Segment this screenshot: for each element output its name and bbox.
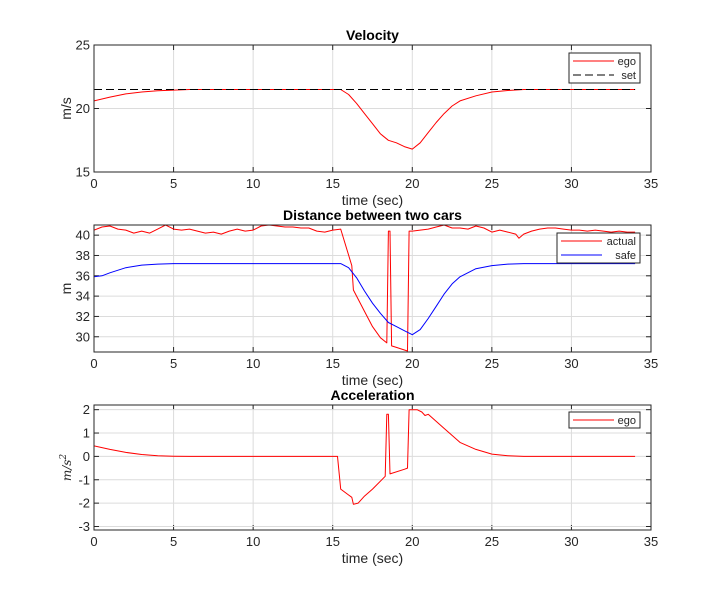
x-tick-label: 30 [564,176,578,191]
x-tick-label: 25 [485,534,499,549]
y-axis-label-text: m/s [58,97,74,120]
x-tick-label: 0 [90,176,97,191]
series-line-safe [94,263,636,336]
y-axis-label: m/s [58,97,74,120]
y-tick-label: 32 [76,309,90,324]
legend: actual safe [556,232,641,264]
y-axis-label-superscript: 2 [59,454,69,461]
y-axis-label-text: m [58,283,74,295]
legend: ego [568,411,641,429]
axes-box [93,224,652,353]
plot-area [94,405,651,530]
x-tick-label: 10 [246,356,260,371]
x-axis-label: time (sec) [342,550,403,566]
legend: ego set [568,52,641,84]
chart-title: Distance between two cars [283,207,462,223]
y-tick-label: 1 [83,426,90,441]
x-tick-label: 10 [246,176,260,191]
y-tick-label: 40 [76,228,90,243]
y-tick-label: 36 [76,268,90,283]
x-tick-label: 35 [644,176,658,191]
legend-label-actual: actual [607,236,636,248]
legend-label-safe: safe [615,250,636,262]
y-tick-label: 30 [76,329,90,344]
series-line-ego [94,409,636,505]
legend-box [556,232,641,264]
x-tick-label: 35 [644,534,658,549]
y-tick-label: 25 [76,38,90,53]
subplot-3: 0 5 10 15 20 25 30 35 -3 -2 -1 0 1 2 Acceleration time … [59,387,658,566]
chart-title: Velocity [346,27,399,43]
x-tick-label: 15 [325,356,339,371]
y-axis-label: m [58,283,74,295]
x-tick-label: 30 [564,356,578,371]
x-tick-label: 20 [405,534,419,549]
series-line-actual [94,225,636,352]
legend-label-ego: ego [618,56,636,68]
x-tick-label: 15 [325,534,339,549]
legend-label-ego: ego [618,415,636,427]
y-tick-label: 20 [76,101,90,116]
series-line-ego [94,89,636,150]
y-tick-label: 0 [83,449,90,464]
x-tick-label: 30 [564,534,578,549]
x-tick-label: 5 [170,176,177,191]
x-tick-label: 25 [485,176,499,191]
x-tick-label: 20 [405,356,419,371]
chart-title: Acceleration [330,387,414,403]
legend-label-set: set [621,70,636,82]
y-tick-label: 15 [76,165,90,180]
y-tick-label: -2 [78,496,90,511]
axes-box [93,44,652,173]
y-tick-label: 38 [76,248,90,263]
x-tick-label: 0 [90,356,97,371]
x-tick-label: 35 [644,356,658,371]
x-tick-label: 25 [485,356,499,371]
x-tick-label: 20 [405,176,419,191]
x-tick-label: 5 [170,534,177,549]
x-tick-label: 0 [90,534,97,549]
y-tick-label: 34 [76,289,90,304]
legend-box [568,52,641,84]
x-axis-label: time (sec) [342,372,403,388]
y-axis-label-text: m/s [60,460,74,482]
subplot-2: 0 5 10 15 20 25 30 35 30 32 34 36 38 40 Distance betwe… [58,207,658,388]
x-axis-label: time (sec) [342,192,403,208]
axes-box [93,404,652,531]
y-axis-label: m/s2 [59,454,74,482]
x-tick-label: 5 [170,356,177,371]
y-tick-label: -1 [78,472,90,487]
subplot-1: 0 5 10 15 20 25 30 35 15 20 25 Velocity time (sec) m/… [58,27,658,208]
x-tick-label: 10 [246,534,260,549]
y-tick-label: 2 [83,402,90,417]
x-tick-label: 15 [325,176,339,191]
y-tick-label: -3 [78,519,90,534]
